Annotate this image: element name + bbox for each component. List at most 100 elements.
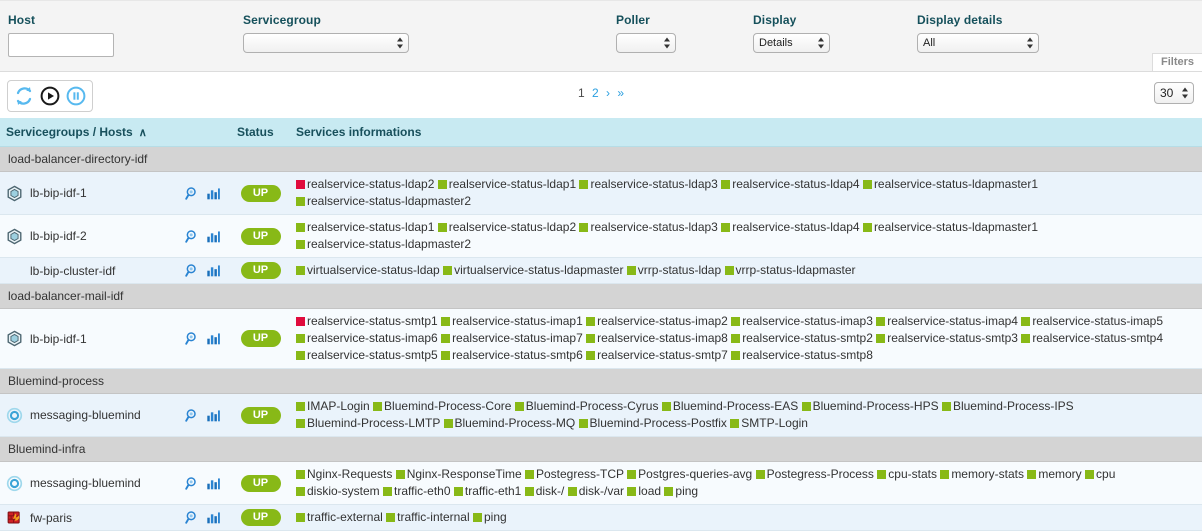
service-item[interactable]: realservice-status-ldap4 [721,177,860,191]
service-item[interactable]: realservice-status-ldap1 [437,177,576,191]
service-item[interactable]: Bluemind-Process-Postfix [578,416,727,430]
host-name[interactable]: fw-paris [30,510,73,525]
service-item[interactable]: realservice-status-ldapmaster2 [296,237,471,251]
service-item[interactable]: realservice-status-imap5 [1021,314,1163,328]
service-item[interactable]: realservice-status-smtp7 [586,348,728,362]
next-page-arrow-icon[interactable]: › [606,86,611,100]
service-item[interactable]: realservice-status-imap1 [441,314,583,328]
service-item[interactable]: realservice-status-ldap1 [296,220,434,234]
display-details-select[interactable]: All [917,33,1039,53]
status-ok-icon [801,402,811,411]
service-item[interactable]: IMAP-Login [296,399,370,413]
bar-chart-icon[interactable] [206,510,221,525]
poller-select[interactable] [616,33,676,53]
column-header-services[interactable]: Services informations [290,118,1202,147]
service-item[interactable]: vrrp-status-ldap [626,263,721,277]
column-header-hosts[interactable]: Servicegroups / Hosts ∧ [0,118,231,147]
service-item[interactable]: Postegress-Process [755,467,874,481]
magnifier-icon[interactable] [185,263,200,278]
service-item[interactable]: Bluemind-Process-Core [373,399,511,413]
service-item[interactable]: realservice-status-ldapmaster2 [296,194,471,208]
service-item[interactable]: cpu-stats [877,467,937,481]
filters-tab[interactable]: Filters [1151,53,1202,71]
service-item[interactable]: Bluemind-Process-EAS [661,399,798,413]
service-item[interactable]: realservice-status-ldap2 [437,220,576,234]
magnifier-icon[interactable] [185,408,200,423]
bar-chart-icon[interactable] [206,229,221,244]
service-item[interactable]: realservice-status-imap6 [296,331,438,345]
service-item[interactable]: realservice-status-imap8 [586,331,728,345]
service-item[interactable]: realservice-status-smtp6 [441,348,583,362]
bar-chart-icon[interactable] [206,331,221,346]
service-item[interactable]: memory-stats [940,467,1024,481]
service-item[interactable]: diskio-system [296,484,380,498]
bar-chart-icon[interactable] [206,186,221,201]
service-item[interactable]: SMTP-Login [730,416,808,430]
service-item[interactable]: realservice-status-smtp4 [1021,331,1163,345]
service-item[interactable]: load [627,484,661,498]
display-select[interactable]: Details [753,33,830,53]
service-item[interactable]: cpu [1085,467,1115,481]
pause-icon[interactable] [64,84,88,108]
refresh-icon[interactable] [12,84,36,108]
service-item[interactable]: realservice-status-imap2 [586,314,728,328]
service-item[interactable]: Postegress-TCP [525,467,624,481]
bar-chart-icon[interactable] [206,476,221,491]
service-item[interactable]: ping [472,510,507,524]
service-item[interactable]: realservice-status-smtp5 [296,348,438,362]
service-item[interactable]: realservice-status-ldapmaster1 [862,220,1038,234]
host-name[interactable]: messaging-bluemind [30,476,141,490]
service-item[interactable]: disk-/var [567,484,624,498]
service-item[interactable]: traffic-external [296,510,383,524]
service-item[interactable]: realservice-status-imap7 [441,331,583,345]
rows-per-page-select[interactable]: 30 [1154,82,1194,104]
play-icon[interactable] [38,84,62,108]
host-name[interactable]: lb-bip-idf-1 [30,331,87,346]
service-item[interactable]: realservice-status-smtp8 [731,348,873,362]
service-item[interactable]: ping [664,484,698,498]
magnifier-icon[interactable] [185,331,200,346]
service-item[interactable]: realservice-status-ldap3 [579,220,718,234]
service-item[interactable]: Bluemind-Process-HPS [801,399,939,413]
service-item[interactable]: Bluemind-Process-MQ [443,416,575,430]
service-item[interactable]: realservice-status-ldap4 [721,220,860,234]
service-item[interactable]: realservice-status-imap4 [876,314,1018,328]
service-item[interactable]: realservice-status-ldapmaster1 [862,177,1038,191]
host-name[interactable]: lb-bip-idf-1 [30,186,87,200]
host-name[interactable]: lb-bip-cluster-idf [30,263,116,278]
last-page-arrow-icon[interactable]: » [617,86,625,100]
host-name[interactable]: messaging-bluemind [30,408,141,422]
service-item[interactable]: disk-/ [524,484,564,498]
service-item[interactable]: realservice-status-imap3 [731,314,873,328]
bar-chart-icon[interactable] [206,263,221,278]
host-input[interactable] [8,33,114,57]
column-header-status[interactable]: Status [231,118,290,147]
magnifier-icon[interactable] [185,186,200,201]
service-item[interactable]: realservice-status-smtp1 [296,314,438,328]
service-item[interactable]: realservice-status-ldap2 [296,177,434,191]
service-item[interactable]: traffic-eth0 [383,484,451,498]
service-item[interactable]: realservice-status-ldap3 [579,177,718,191]
host-name[interactable]: lb-bip-idf-2 [30,229,87,243]
servicegroup-select[interactable] [243,33,409,53]
magnifier-icon[interactable] [185,510,200,525]
magnifier-icon[interactable] [185,476,200,491]
service-item[interactable]: vrrp-status-ldapmaster [724,263,856,277]
page-current[interactable]: 1 [577,86,585,100]
bar-chart-icon[interactable] [206,408,221,423]
service-item[interactable]: virtualservice-status-ldapmaster [443,263,623,277]
service-item[interactable]: Nginx-Requests [296,467,392,481]
service-item[interactable]: Bluemind-Process-LMTP [296,416,440,430]
magnifier-icon[interactable] [185,229,200,244]
service-item[interactable]: Bluemind-Process-IPS [941,399,1074,413]
service-item[interactable]: Nginx-ResponseTime [395,467,522,481]
page-2[interactable]: 2 [591,86,599,100]
service-item[interactable]: realservice-status-smtp2 [731,331,873,345]
service-item[interactable]: Postgres-queries-avg [627,467,752,481]
service-item[interactable]: traffic-eth1 [453,484,521,498]
service-item[interactable]: memory [1027,467,1082,481]
service-item[interactable]: traffic-internal [386,510,470,524]
service-item[interactable]: Bluemind-Process-Cyrus [514,399,658,413]
service-item[interactable]: realservice-status-smtp3 [876,331,1018,345]
service-item[interactable]: virtualservice-status-ldap [296,263,440,277]
